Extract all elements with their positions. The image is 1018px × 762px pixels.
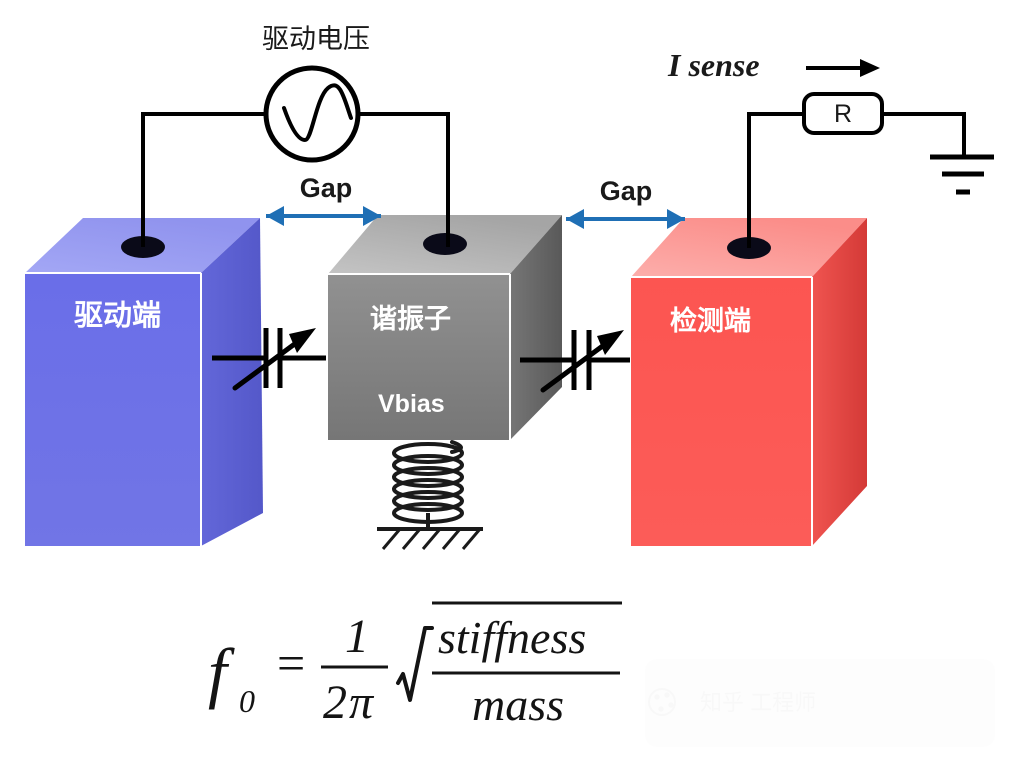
svg-text:驱动电压: 驱动电压 — [262, 24, 370, 54]
svg-text:0: 0 — [239, 683, 255, 719]
svg-text:=: = — [277, 635, 305, 691]
svg-text:I sense: I sense — [667, 47, 760, 83]
svg-text:f: f — [208, 634, 235, 710]
svg-text:Vbias: Vbias — [378, 390, 445, 418]
svg-text:2: 2 — [323, 676, 347, 729]
svg-text:stiffness: stiffness — [438, 612, 586, 663]
svg-text:Gap: Gap — [600, 176, 653, 206]
svg-text:R: R — [834, 100, 852, 128]
svg-text:知乎 工程师: 知乎 工程师 — [700, 690, 816, 715]
svg-text:1: 1 — [345, 610, 369, 663]
svg-text:mass: mass — [472, 679, 564, 730]
svg-text:检测端: 检测端 — [670, 305, 751, 336]
svg-text:π: π — [349, 676, 375, 729]
svg-text:谐振子: 谐振子 — [370, 304, 451, 334]
svg-text:驱动端: 驱动端 — [74, 299, 161, 332]
svg-text:Gap: Gap — [300, 173, 353, 203]
